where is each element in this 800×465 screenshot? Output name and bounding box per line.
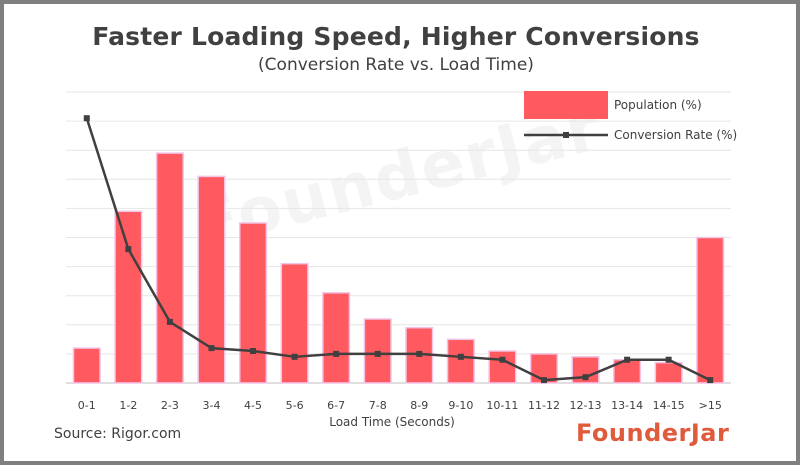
conversion-point-6-7 (333, 350, 340, 357)
conversion-point-14-15 (665, 356, 672, 363)
conversion-point-2-3 (166, 318, 173, 325)
x-tick-label: 5-6 (286, 399, 304, 412)
x-tick-label: 13-14 (611, 399, 643, 412)
conversion-point-1-2 (125, 246, 132, 253)
chart-title: Faster Loading Speed, Higher Conversions (92, 22, 700, 51)
conversion-point->15 (707, 377, 714, 384)
conversion-point-4-5 (250, 347, 257, 354)
conversion-point-3-4 (208, 345, 215, 352)
bar-10-11 (488, 350, 517, 384)
x-tick-label: 14-15 (653, 399, 685, 412)
conversion-point-9-10 (457, 353, 464, 360)
x-axis-label: Load Time (Seconds) (329, 415, 455, 429)
x-tick-label: 8-9 (410, 399, 428, 412)
conversion-point-12-13 (582, 374, 589, 381)
legend-population-label: Population (%) (614, 98, 702, 112)
x-tick-label: 0-1 (78, 399, 96, 412)
conversion-point-13-14 (624, 356, 631, 363)
legend-conversion-marker (563, 132, 569, 138)
bar-2-3 (155, 152, 184, 384)
bar-9-10 (446, 338, 475, 384)
legend-conversion-label: Conversion Rate (%) (614, 128, 737, 142)
bar-6-7 (322, 292, 351, 384)
conversion-point-5-6 (291, 353, 298, 360)
bar-5-6 (280, 262, 309, 384)
x-tick-label: >15 (699, 399, 722, 412)
conversion-point-8-9 (416, 350, 423, 357)
source-note: Source: Rigor.com (54, 426, 182, 442)
conversion-line (83, 115, 714, 384)
legend-population-swatch (524, 91, 608, 119)
conversion-point-7-8 (374, 350, 381, 357)
x-tick-label: 1-2 (119, 399, 137, 412)
x-tick-labels: 0-1 1-2 2-3 3-4 4-5 5-6 6-7 7-8 8-9 9-10 10-11 11-1… (78, 399, 722, 412)
bar->15 (696, 236, 725, 384)
bar-14-15 (654, 361, 683, 384)
conversion-point-11-12 (540, 377, 547, 384)
bar-3-4 (197, 175, 226, 384)
conversion-point-10-11 (499, 356, 506, 363)
legend: Population (%) Conversion Rate (%) (524, 91, 737, 142)
x-tick-label: 3-4 (202, 399, 220, 412)
x-tick-label: 10-11 (486, 399, 518, 412)
bars (72, 152, 725, 384)
x-tick-label: 12-13 (570, 399, 602, 412)
conversion-rate-line (85, 117, 711, 382)
x-tick-label: 7-8 (369, 399, 387, 412)
chart-subtitle: (Conversion Rate vs. Load Time) (258, 55, 534, 75)
bar-0-1 (72, 347, 101, 384)
brand-logo: FounderJar (576, 419, 730, 447)
conversion-point-0-1 (83, 115, 90, 122)
x-tick-label: 9-10 (448, 399, 473, 412)
x-tick-label: 4-5 (244, 399, 262, 412)
x-tick-label: 2-3 (161, 399, 179, 412)
x-tick-label: 11-12 (528, 399, 560, 412)
x-tick-label: 6-7 (327, 399, 345, 412)
bar-1-2 (114, 210, 143, 384)
bar-4-5 (238, 222, 268, 384)
